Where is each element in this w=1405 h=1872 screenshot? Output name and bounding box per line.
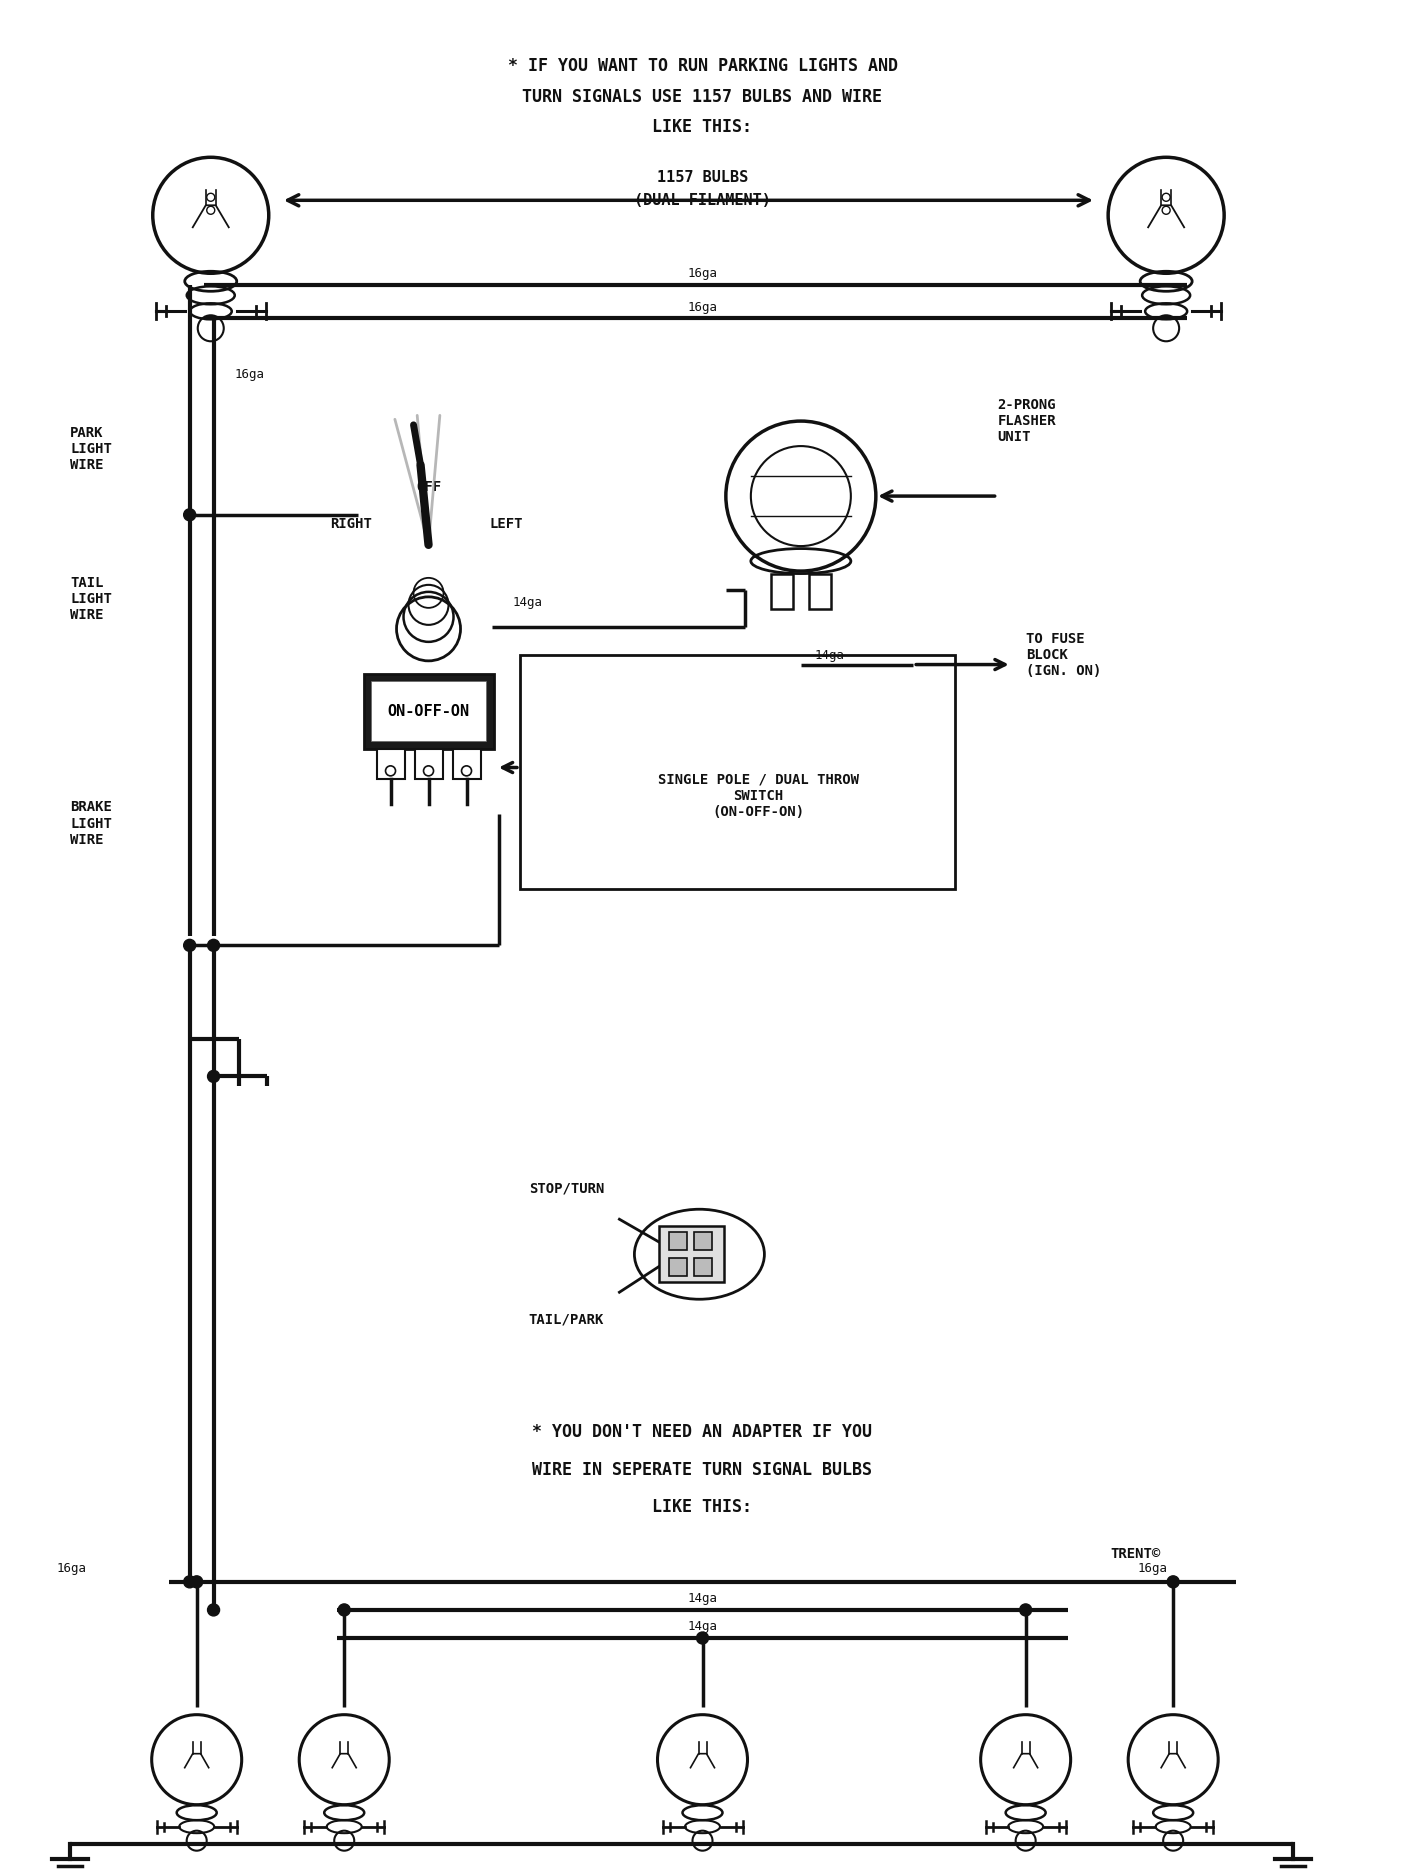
Circle shape [208, 940, 219, 951]
Circle shape [184, 940, 195, 951]
Circle shape [208, 1604, 219, 1616]
Bar [414, 749, 443, 779]
Text: (DUAL FILAMENT): (DUAL FILAMENT) [634, 193, 771, 208]
Text: 14ga: 14ga [687, 1621, 718, 1632]
Bar [669, 1232, 687, 1250]
Text: 16ga: 16ga [56, 1563, 86, 1574]
Bar [364, 674, 493, 749]
Circle shape [184, 1576, 195, 1587]
Text: TRENT©: TRENT© [1110, 1546, 1161, 1561]
Text: LIKE THIS:: LIKE THIS: [652, 1498, 753, 1516]
Text: LEFT: LEFT [489, 517, 523, 532]
Circle shape [697, 1632, 708, 1644]
Text: 2-PRONG
FLASHER
UNIT: 2-PRONG FLASHER UNIT [998, 399, 1057, 444]
Bar [659, 1226, 725, 1282]
Text: 1157 BULBS: 1157 BULBS [658, 170, 747, 185]
Text: * YOU DON'T NEED AN ADAPTER IF YOU: * YOU DON'T NEED AN ADAPTER IF YOU [532, 1423, 873, 1441]
Text: TURN SIGNALS USE 1157 BULBS AND WIRE: TURN SIGNALS USE 1157 BULBS AND WIRE [523, 88, 882, 107]
Bar [452, 749, 481, 779]
Text: 14ga: 14ga [513, 597, 542, 608]
Bar [771, 575, 792, 608]
Circle shape [208, 1071, 219, 1082]
Text: ON-OFF-ON: ON-OFF-ON [388, 704, 469, 719]
Circle shape [1168, 1576, 1179, 1587]
Text: * IF YOU WANT TO RUN PARKING LIGHTS AND: * IF YOU WANT TO RUN PARKING LIGHTS AND [507, 56, 898, 75]
Circle shape [191, 1576, 202, 1587]
Bar [669, 1258, 687, 1277]
Text: 16ga: 16ga [1137, 1563, 1168, 1574]
Text: STOP/TURN: STOP/TURN [528, 1181, 604, 1196]
Text: 14ga: 14ga [687, 1593, 718, 1604]
Text: TAIL
LIGHT
WIRE: TAIL LIGHT WIRE [70, 577, 112, 622]
Bar [371, 681, 486, 741]
Text: BRAKE
LIGHT
WIRE: BRAKE LIGHT WIRE [70, 801, 112, 846]
Text: RIGHT: RIGHT [330, 517, 372, 532]
Text: LIKE THIS:: LIKE THIS: [652, 118, 753, 137]
Bar [694, 1232, 712, 1250]
Text: 16ga: 16ga [687, 268, 718, 279]
Circle shape [339, 1604, 350, 1616]
Circle shape [1020, 1604, 1031, 1616]
Text: 14ga: 14ga [815, 650, 844, 661]
Text: TAIL/PARK: TAIL/PARK [528, 1312, 604, 1327]
Bar [520, 655, 955, 889]
Bar [809, 575, 830, 608]
Text: 16ga: 16ga [235, 369, 264, 380]
Text: OFF: OFF [416, 479, 441, 494]
Text: SINGLE POLE / DUAL THROW
SWITCH
(ON-OFF-ON): SINGLE POLE / DUAL THROW SWITCH (ON-OFF-… [658, 773, 860, 818]
Bar [377, 749, 405, 779]
Text: WIRE IN SEPERATE TURN SIGNAL BULBS: WIRE IN SEPERATE TURN SIGNAL BULBS [532, 1460, 873, 1479]
Bar [694, 1258, 712, 1277]
Circle shape [184, 509, 195, 520]
Text: PARK
LIGHT
WIRE: PARK LIGHT WIRE [70, 427, 112, 472]
Text: TO FUSE
BLOCK
(IGN. ON): TO FUSE BLOCK (IGN. ON) [1026, 633, 1102, 678]
Text: 16ga: 16ga [687, 301, 718, 313]
